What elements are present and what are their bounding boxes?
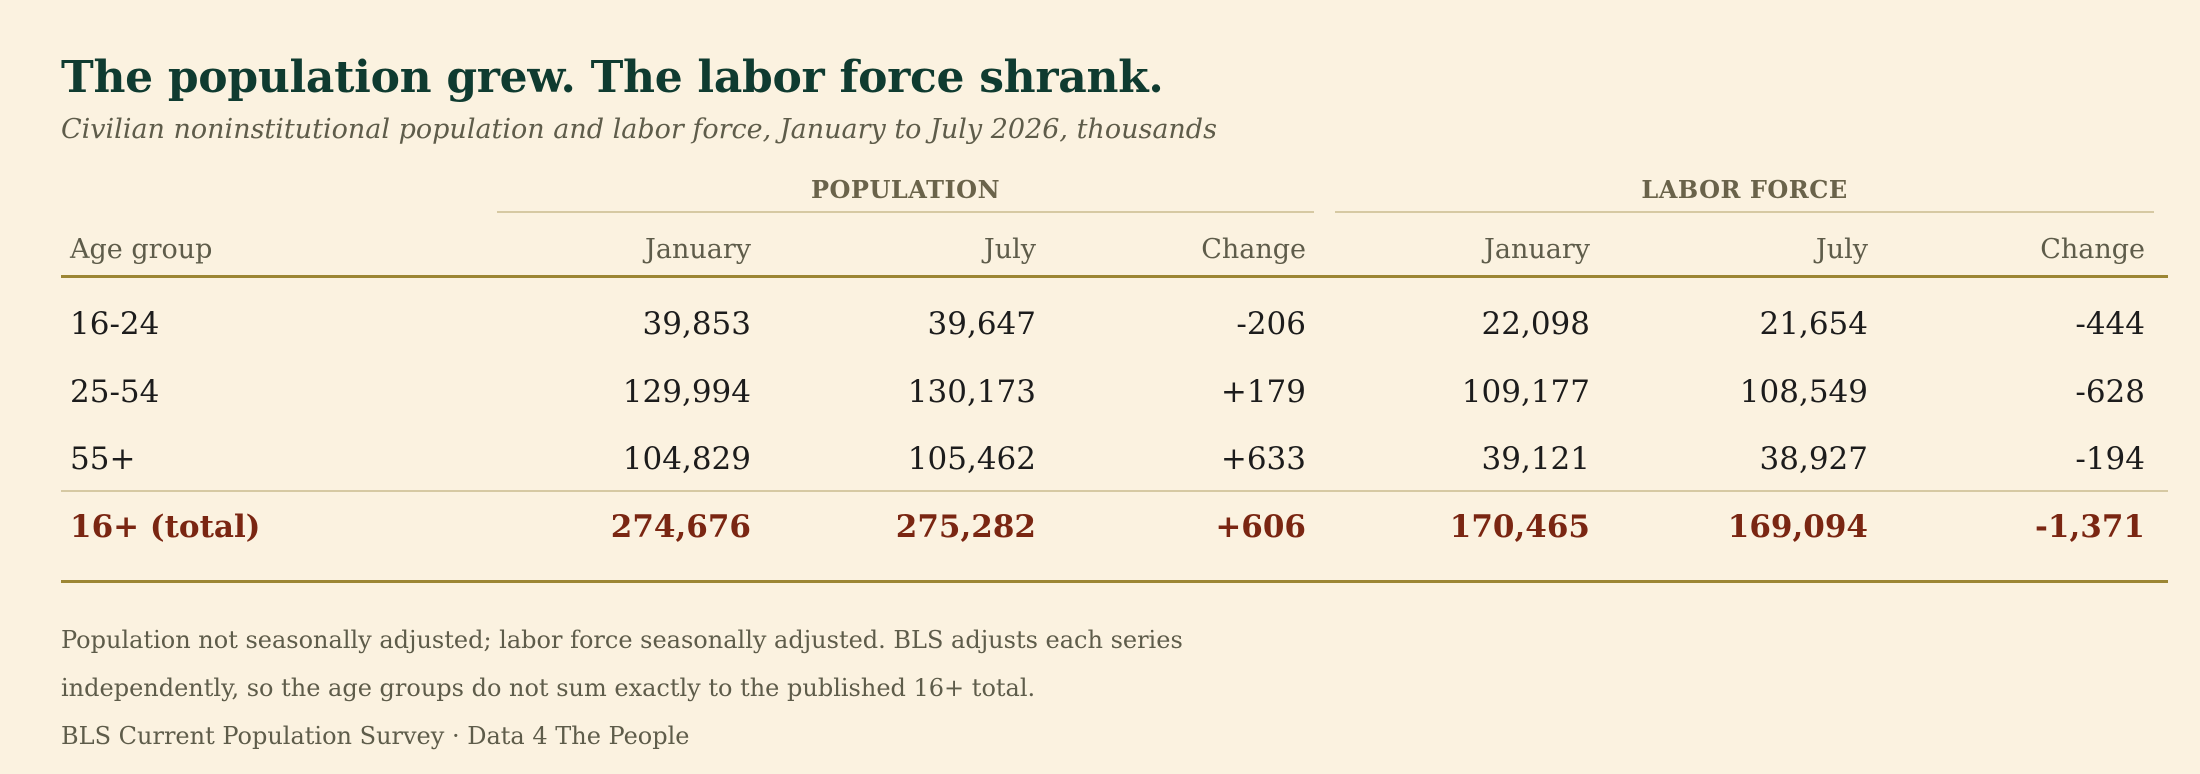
table-cell: 130,173	[907, 374, 1036, 410]
table-cell: 129,994	[622, 374, 751, 410]
table-cell: +633	[1220, 441, 1306, 477]
table-cell: -206	[1236, 306, 1306, 342]
column-header-age-group: Age group	[70, 234, 213, 265]
total-cell: 169,094	[1727, 509, 1868, 545]
total-cell: -1,371	[2035, 509, 2145, 545]
row-label: 25-54	[70, 374, 160, 410]
table-cell: 38,927	[1759, 441, 1868, 477]
table-cell: -444	[2075, 306, 2145, 342]
column-header-change: Change	[1201, 234, 1306, 265]
column-group-labor-force: LABOR FORCE	[1335, 175, 2154, 213]
table-cell: 108,549	[1739, 374, 1868, 410]
table-cell: 105,462	[907, 441, 1036, 477]
table-cell: 39,853	[642, 306, 751, 342]
column-header-change: Change	[2040, 234, 2145, 265]
table-cell: 109,177	[1461, 374, 1590, 410]
table-cell: 39,647	[927, 306, 1036, 342]
header-rule	[61, 275, 2168, 278]
footnote-line-2: independently, so the age groups do not …	[61, 674, 1036, 702]
table-cell: 104,829	[622, 441, 751, 477]
row-label: 16-24	[70, 306, 160, 342]
table-cell: -194	[2075, 441, 2145, 477]
page-subtitle: Civilian noninstitutional population and…	[61, 114, 1217, 145]
column-header-january: January	[1484, 234, 1590, 265]
total-separator-rule	[61, 490, 2168, 492]
table-cell: -628	[2075, 374, 2145, 410]
page-title: The population grew. The labor force shr…	[61, 52, 1164, 103]
total-cell: 274,676	[610, 509, 751, 545]
table-cell: +179	[1220, 374, 1306, 410]
table-cell: 39,121	[1481, 441, 1590, 477]
source-line: BLS Current Population Survey · Data 4 T…	[61, 722, 690, 750]
column-header-january: January	[645, 234, 751, 265]
table-figure: The population grew. The labor force shr…	[61, 0, 2168, 774]
column-header-july: July	[1815, 234, 1868, 265]
bottom-rule	[61, 580, 2168, 583]
table-cell: 22,098	[1481, 306, 1590, 342]
total-cell: 170,465	[1449, 509, 1590, 545]
column-header-july: July	[983, 234, 1036, 265]
column-group-population: POPULATION	[497, 175, 1314, 213]
total-cell: +606	[1215, 509, 1306, 545]
table-cell: 21,654	[1759, 306, 1868, 342]
total-row-label: 16+ (total)	[70, 509, 261, 545]
footnote-line-1: Population not seasonally adjusted; labo…	[61, 626, 1183, 654]
total-cell: 275,282	[895, 509, 1036, 545]
row-label: 55+	[70, 441, 136, 477]
